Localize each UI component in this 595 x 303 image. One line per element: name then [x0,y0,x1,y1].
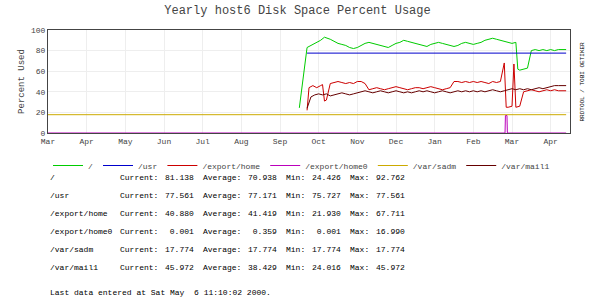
svg-text:70.938: 70.938 [248,173,277,182]
svg-text:60: 60 [36,67,46,76]
svg-text:Average:: Average: [203,245,241,254]
svg-text:0.001: 0.001 [312,227,341,236]
svg-text:/var/sadm: /var/sadm [50,245,93,254]
svg-text:17.774: 17.774 [312,245,341,254]
svg-text:77.561: 77.561 [376,191,405,200]
svg-text:Max:: Max: [350,263,369,272]
svg-text:Average:: Average: [203,191,241,200]
svg-text:Nov: Nov [350,137,365,146]
svg-text:/: / [50,173,55,182]
svg-text:/usr: /usr [50,191,69,200]
svg-text:Apr: Apr [543,137,558,146]
svg-text:/: / [88,162,93,171]
svg-text:Average:: Average: [203,173,241,182]
svg-text:77.561: 77.561 [165,191,194,200]
svg-text:24.426: 24.426 [312,173,341,182]
svg-text:Average:: Average: [203,263,241,272]
svg-text:45.972: 45.972 [165,263,194,272]
svg-text:17.774: 17.774 [165,245,194,254]
svg-text:Current:: Current: [120,227,158,236]
svg-text:Percent Used: Percent Used [17,49,27,114]
svg-text:45.972: 45.972 [376,263,405,272]
svg-text:40.880: 40.880 [165,209,194,218]
svg-text:20: 20 [36,108,46,117]
svg-text:Min:: Min: [286,209,305,218]
svg-text:May: May [118,137,133,146]
svg-text:0.001: 0.001 [165,227,194,236]
svg-text:17.774: 17.774 [248,245,277,254]
svg-text:0: 0 [41,129,46,138]
svg-text:17.774: 17.774 [376,245,405,254]
svg-text:0.359: 0.359 [248,227,277,236]
svg-text:Min:: Min: [286,173,305,182]
svg-text:77.171: 77.171 [248,191,277,200]
svg-text:Max:: Max: [350,245,369,254]
svg-text:Yearly host6 Disk Space Percen: Yearly host6 Disk Space Percent Usage [164,4,430,18]
svg-text:Jun: Jun [157,137,172,146]
svg-text:Average:: Average: [203,209,241,218]
svg-text:Current:: Current: [120,191,158,200]
svg-text:Apr: Apr [79,137,94,146]
svg-text:/export/home: /export/home [50,209,108,218]
svg-text:38.429: 38.429 [248,263,277,272]
svg-text:Aug: Aug [234,137,249,146]
svg-text:Min:: Min: [286,263,305,272]
svg-text:100: 100 [31,26,46,35]
svg-text:/var/sadm: /var/sadm [413,162,456,171]
svg-text:Mar: Mar [505,137,520,146]
svg-text:/export/home0: /export/home0 [305,162,368,171]
svg-text:Max:: Max: [350,227,369,236]
svg-text:Oct: Oct [311,137,325,146]
svg-text:40: 40 [36,88,46,97]
svg-text:/var/mail1: /var/mail1 [50,263,98,272]
svg-text:41.419: 41.419 [248,209,277,218]
svg-text:RRDTOOL / TOBI OETIKER: RRDTOOL / TOBI OETIKER [579,42,586,122]
svg-text:Current:: Current: [120,173,158,182]
svg-text:Jul: Jul [195,137,210,146]
svg-text:24.016: 24.016 [312,263,341,272]
svg-text:92.762: 92.762 [376,173,405,182]
svg-text:Current:: Current: [120,263,158,272]
svg-text:Max:: Max: [350,173,369,182]
svg-text:Min:: Min: [286,245,305,254]
svg-text:Dec: Dec [389,137,404,146]
svg-text:Feb: Feb [466,137,481,146]
svg-text:Sep: Sep [273,137,288,146]
svg-text:Current:: Current: [120,245,158,254]
svg-text:Max:: Max: [350,191,369,200]
svg-text:Jan: Jan [427,137,442,146]
svg-text:16.990: 16.990 [376,227,405,236]
svg-text:Mar: Mar [41,137,56,146]
svg-text:67.711: 67.711 [376,209,405,218]
svg-text:75.727: 75.727 [312,191,341,200]
svg-text:Current:: Current: [120,209,158,218]
svg-text:Min:: Min: [286,191,305,200]
svg-text:Min:: Min: [286,227,305,236]
svg-text:Max:: Max: [350,209,369,218]
svg-text:/export/home0: /export/home0 [50,227,113,236]
svg-text:/usr: /usr [138,162,157,171]
svg-text:/var/mail1: /var/mail1 [501,162,549,171]
svg-text:Last data entered at Sat May: Last data entered at Sat May 6 11:10:02 … [50,288,271,297]
svg-text:21.930: 21.930 [312,209,341,218]
svg-text:Average:: Average: [203,227,241,236]
svg-text:81.138: 81.138 [165,173,194,182]
svg-text:80: 80 [36,46,46,55]
svg-text:/export/home: /export/home [202,162,260,171]
